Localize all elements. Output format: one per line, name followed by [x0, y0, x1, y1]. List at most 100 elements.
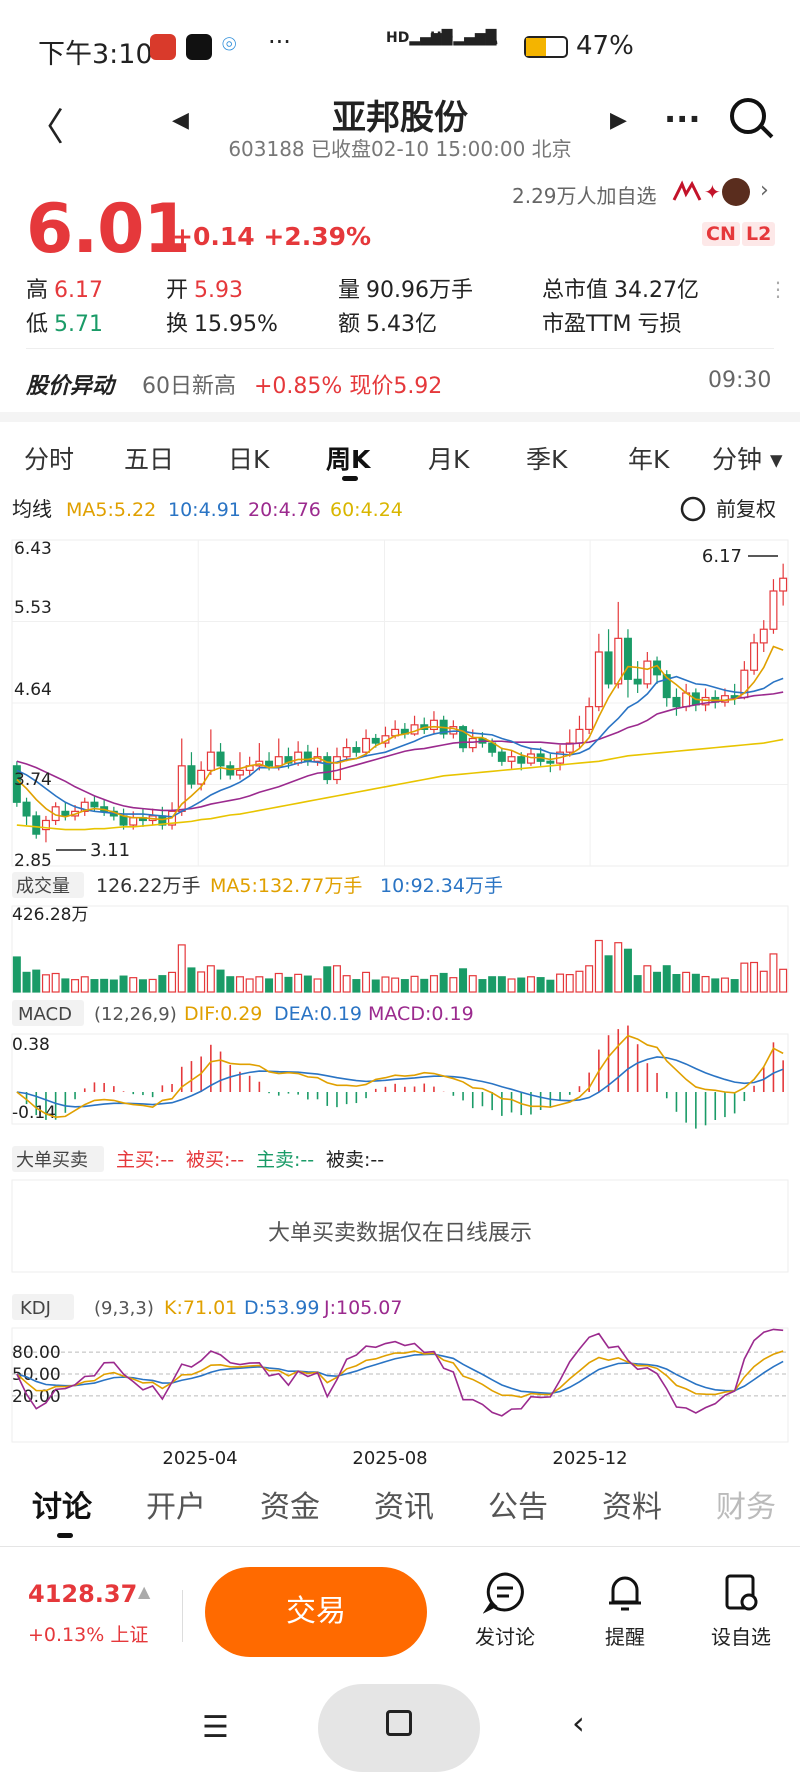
active-chart-tab-indicator [342, 476, 358, 481]
macd-dif-line [16, 1034, 784, 1119]
volume-bar-18 [187, 967, 196, 993]
bottom-tab-5[interactable]: 资料 [602, 1490, 662, 1525]
bottom-tab-0[interactable]: 讨论 [32, 1490, 92, 1525]
candle-body-77 [759, 628, 768, 644]
watchlist-button[interactable]: 设自选 [706, 1570, 776, 1650]
kdj-d: D:53.99 [244, 1297, 319, 1319]
tab-0[interactable]: 分时 [24, 445, 75, 474]
volume-bar-63 [623, 948, 632, 993]
trade-button[interactable]: 交易 [205, 1567, 427, 1657]
candle-body-2 [32, 815, 41, 835]
kdj-d-line [16, 1353, 784, 1395]
home-button[interactable] [318, 1684, 480, 1772]
candle-body-20 [206, 751, 215, 771]
bottom-tab-3[interactable]: 资讯 [374, 1490, 434, 1525]
volume-bar-59 [585, 965, 594, 993]
volume-ma5: MA5:132.77万手 [210, 875, 362, 897]
volume-bar-68 [672, 974, 681, 993]
search-icon[interactable] [730, 98, 766, 134]
tab-4[interactable]: 月K [428, 445, 470, 474]
stock-name: 亚邦股份 [332, 98, 468, 138]
volume-bar-58 [575, 970, 584, 993]
volume-bar-69 [682, 971, 691, 993]
volume-bar-5 [61, 978, 70, 993]
candle-body-19 [197, 769, 206, 785]
chevron-right-icon[interactable]: › [760, 178, 769, 203]
volume-bar-46 [459, 968, 468, 993]
more-stats-handle[interactable]: ⋮ [768, 277, 788, 301]
discuss-button[interactable]: 发讨论 [470, 1570, 540, 1650]
candle-body-71 [701, 696, 710, 706]
kdj-k: K:71.01 [164, 1297, 237, 1319]
volume-bar-11 [119, 975, 128, 993]
watchlist-label: 设自选 [711, 1625, 771, 1649]
stat-market-cap: 总市值 34.27亿 [542, 278, 699, 303]
max-marker-label: 6.17 [702, 546, 742, 567]
prev-stock-button[interactable]: ◀ [172, 108, 189, 133]
volume-bar-0 [12, 956, 21, 993]
volume-bar-22 [226, 976, 235, 993]
candle-body-52 [517, 756, 526, 764]
bigorder-passive-sell: 被卖:-- [326, 1149, 384, 1171]
candle-body-57 [565, 742, 574, 753]
menu-icon[interactable]: ☰ [202, 1710, 229, 1745]
bottom-tab-4[interactable]: 公告 [488, 1490, 548, 1525]
volume-bar-19 [197, 971, 206, 993]
kdj-panel-border [11, 1327, 789, 1443]
volume-bar-74 [730, 979, 739, 993]
kline-chart[interactable]: 均线 MA5:5.22 10:4.91 20:4.76 60:4.24 前复权 6.43 5.… [0, 492, 800, 1472]
stat-high: 高 6.17 [26, 278, 103, 303]
bottom-tab-1[interactable]: 开户 [146, 1490, 206, 1525]
volume-bar-52 [517, 977, 526, 993]
candle-body-58 [575, 728, 584, 744]
macd-value: MACD:0.19 [368, 1003, 474, 1025]
candle-body-78 [769, 590, 778, 630]
volume-bar-39 [391, 977, 400, 993]
tab-7[interactable]: 分钟 ▾ [712, 445, 783, 474]
tab-1[interactable]: 五日 [124, 445, 175, 474]
volume-bar-12 [129, 977, 138, 993]
tiktok-icon [186, 34, 212, 60]
bigorder-notice: 大单买卖数据仅在日线展示 [268, 1221, 532, 1246]
tab-3[interactable]: 周K [326, 445, 371, 474]
volume-bar-16 [168, 971, 177, 993]
volume-bar-79 [779, 968, 788, 993]
volume-bar-50 [497, 976, 506, 993]
volume-bar-27 [274, 972, 283, 993]
candle-body-59 [585, 706, 594, 731]
bottom-section-tabs: 讨论 开户 资金 资讯 公告 资料 财务 [0, 1468, 800, 1536]
volume-bar-51 [507, 978, 516, 993]
chart-period-tabs: 分时 五日 日K 周K 月K 季K 年K 分钟 ▾ [0, 432, 800, 484]
candle-body-61 [604, 651, 613, 685]
l2-badge[interactable]: L2 [742, 222, 776, 246]
tab-6[interactable]: 年K [628, 445, 670, 474]
volume-bar-13 [138, 979, 147, 993]
tab-2[interactable]: 日K [228, 445, 270, 474]
kdj-j-line [16, 1328, 784, 1417]
candle-body-60 [594, 651, 603, 708]
remind-button[interactable]: 提醒 [590, 1570, 660, 1650]
index-value[interactable]: 4128.37 [28, 1580, 138, 1608]
bigorder-main-sell: 主卖:-- [256, 1149, 314, 1171]
kdj-level-tick-0: 80.00 [12, 1343, 61, 1363]
price-tick-2: 4.64 [14, 680, 52, 700]
tab-5[interactable]: 季K [526, 445, 568, 474]
index-change: +0.13% 上证 [28, 1624, 149, 1646]
volume-bar-24 [245, 978, 254, 993]
broker-logo-icon [672, 180, 702, 204]
back-nav-icon[interactable]: ‹ [572, 1704, 585, 1742]
price-tick-3: 3.74 [14, 770, 52, 790]
candle-body-37 [371, 737, 380, 744]
volume-bar-31 [313, 978, 322, 993]
candle-body-22 [226, 765, 235, 776]
back-button[interactable]: 〈 [26, 105, 65, 149]
volume-bar-32 [323, 966, 332, 993]
next-stock-button[interactable]: ▶ [610, 108, 627, 133]
more-menu-button[interactable]: ··· [664, 100, 701, 138]
bottom-tab-2[interactable]: 资金 [260, 1490, 320, 1525]
volume-bar-26 [265, 978, 274, 993]
followers-count[interactable]: 2.29万人加自选 [512, 184, 657, 208]
x-axis-label-1: 2025-08 [352, 1448, 427, 1469]
alert-label: 股价异动 [26, 374, 115, 399]
bottom-tab-6[interactable]: 财务 [716, 1490, 776, 1525]
